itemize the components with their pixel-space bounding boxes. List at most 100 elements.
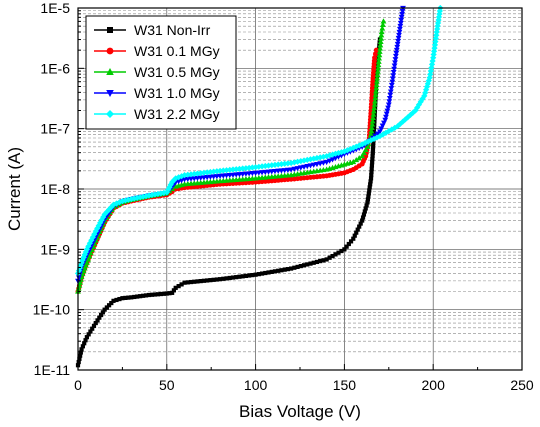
data-point — [369, 169, 374, 175]
data-point — [388, 82, 395, 89]
data-point — [387, 89, 394, 95]
data-point — [323, 159, 330, 166]
data-point — [263, 270, 268, 276]
data-point — [362, 146, 369, 153]
data-point — [375, 65, 382, 71]
data-point — [382, 129, 389, 136]
data-point — [377, 38, 384, 45]
data-point — [376, 48, 383, 54]
data-point — [268, 162, 275, 169]
data-point — [370, 108, 377, 114]
x-tick-label: 150 — [333, 377, 357, 393]
data-point — [284, 160, 291, 167]
legend-item: W31 0.5 MGy — [94, 64, 220, 80]
data-point — [396, 29, 403, 36]
data-point — [376, 52, 383, 58]
legend-label: W31 0.1 MGy — [134, 43, 220, 59]
data-point — [104, 305, 109, 310]
data-point — [386, 96, 393, 102]
data-point — [171, 288, 177, 293]
data-point — [259, 271, 265, 276]
data-point — [391, 124, 398, 131]
data-point — [304, 156, 311, 163]
data-point — [333, 252, 338, 257]
data-point — [321, 258, 326, 263]
y-tick-label: 1E-10 — [33, 302, 71, 318]
data-point — [161, 291, 166, 296]
data-point — [342, 247, 347, 252]
data-point — [435, 16, 442, 24]
data-point — [285, 267, 290, 272]
y-tick-label: 1E-8 — [40, 181, 70, 197]
data-point — [372, 88, 379, 94]
data-point — [365, 200, 370, 205]
legend-item: W31 Non-Irr — [94, 22, 211, 38]
data-point — [141, 293, 146, 298]
data-point — [348, 239, 354, 244]
legend-item: W31 2.2 MGy — [94, 106, 220, 122]
data-point — [227, 275, 232, 281]
data-point — [149, 292, 155, 297]
data-point — [385, 105, 391, 111]
data-point — [167, 291, 172, 296]
data-point — [192, 279, 197, 284]
data-point — [370, 114, 376, 121]
data-point — [385, 102, 392, 108]
data-point — [375, 61, 382, 68]
data-point — [399, 8, 406, 15]
data-point — [392, 60, 398, 66]
data-point — [374, 68, 381, 74]
data-point — [326, 158, 333, 164]
data-point — [211, 277, 216, 282]
data-point — [352, 233, 357, 238]
data-point — [132, 294, 137, 300]
data-point — [93, 320, 98, 326]
data-point — [234, 275, 239, 280]
data-point — [357, 224, 362, 229]
data-point — [78, 350, 83, 355]
data-point — [129, 295, 134, 300]
data-point — [359, 141, 366, 148]
data-point — [354, 230, 359, 235]
data-point — [436, 10, 443, 18]
data-point — [143, 293, 149, 298]
series-w31-2-2-mgy — [74, 4, 444, 277]
data-point — [155, 292, 161, 297]
data-point — [356, 155, 363, 161]
data-point — [398, 17, 405, 24]
data-point — [313, 154, 321, 162]
data-point — [370, 111, 377, 117]
tick-labels-layer: 0 50 100 150 200 250 1E-11 1E-10 1E-9 1E-8 1E-7 1E-… — [33, 0, 534, 393]
data-point — [138, 294, 143, 299]
data-point — [114, 297, 119, 303]
data-point — [91, 323, 97, 328]
data-point — [102, 307, 107, 312]
data-point — [76, 264, 83, 272]
data-point — [388, 86, 395, 92]
data-point — [106, 110, 114, 118]
data-point — [383, 111, 390, 117]
data-point — [353, 143, 360, 150]
data-point — [364, 138, 372, 145]
x-tick-label: 0 — [74, 377, 82, 393]
data-point — [185, 280, 190, 285]
data-point — [281, 160, 288, 167]
legend-label: W31 1.0 MGy — [134, 85, 220, 101]
data-point — [366, 194, 371, 199]
data-point — [373, 85, 380, 91]
data-point — [386, 99, 393, 105]
data-point — [372, 91, 379, 97]
data-point — [208, 278, 213, 283]
data-point — [95, 318, 100, 323]
data-point — [240, 274, 245, 279]
data-point — [359, 153, 366, 159]
data-point — [388, 126, 395, 133]
data-point — [378, 32, 385, 38]
data-point — [374, 71, 381, 78]
data-point — [146, 292, 152, 298]
data-point — [395, 38, 402, 45]
data-point — [432, 38, 439, 45]
data-point — [370, 150, 375, 155]
data-point — [391, 66, 398, 72]
